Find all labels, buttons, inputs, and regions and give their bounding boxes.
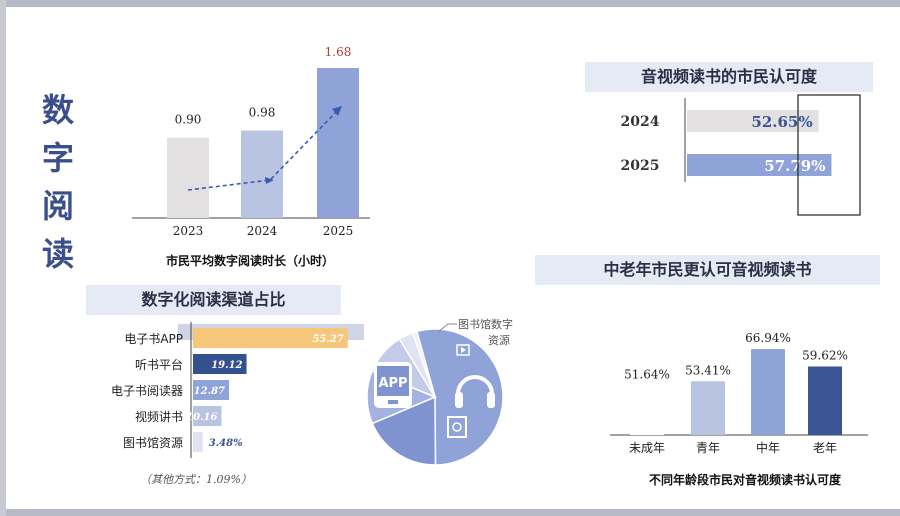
title-char: 阅 [41, 187, 74, 225]
ereader-icon-dot [452, 422, 462, 432]
bar [193, 380, 230, 400]
age-recognition-title: 中老年市民更认可音视频读书 [535, 255, 880, 285]
data-label: 19.12 [211, 360, 242, 371]
app-icon-label: APP [378, 376, 407, 391]
headphones-icon [456, 375, 494, 395]
bar [317, 68, 359, 218]
bar [193, 328, 348, 348]
bar [687, 110, 819, 132]
av-recognition-chart: 2024 52.65% 2025 57.79% [621, 94, 861, 216]
bar [193, 354, 247, 374]
data-label: 10.16 [186, 412, 217, 423]
channels-title: 数字化阅读渠道占比 [86, 285, 341, 315]
tick-label: 电子书阅读器 [111, 384, 183, 398]
tick-label: 2024 [621, 114, 660, 130]
title-char: 读 [41, 235, 74, 273]
tick-label: 老年 [813, 441, 837, 455]
trend-arrowhead [332, 106, 342, 116]
data-label: 55.27 [312, 334, 343, 345]
left-border [0, 0, 6, 516]
bar [751, 349, 785, 435]
bar [808, 366, 842, 435]
other-channels-note: （其他方式：1.09%） [140, 473, 252, 486]
page-title: 数 字 阅 读 [40, 86, 76, 278]
top-border [0, 0, 900, 7]
tick-label: 中年 [756, 440, 780, 455]
tick-label: 未成年 [629, 441, 665, 455]
age-recognition-chart: 51.64% 未成年 53.41% 青年 66.94% 中年 59.62% 老年 [610, 331, 868, 455]
avg-duration-caption: 市民平均数字阅读时长（小时） [165, 254, 334, 268]
data-label: 0.90 [175, 113, 202, 127]
channels-chart: 电子书APP 55.27 听书平台 19.12 电子书阅读器 12.87 视频讲书 10.16… [111, 322, 364, 458]
avg-duration-chart: 0.90 2023 0.98 2024 1.68 2025 [132, 45, 370, 238]
tick-label: 听书平台 [135, 357, 183, 372]
av-recognition-title: 音视频读书的市民认可度 [585, 62, 873, 92]
tick-label: 2024 [247, 224, 278, 238]
data-label: 57.79% [764, 157, 825, 175]
trend-arrowhead [265, 177, 274, 184]
data-label: 3.48% [209, 438, 243, 449]
data-label: 53.41% [685, 363, 731, 377]
data-label: 52.65% [751, 113, 812, 131]
callout-label: 资源 [488, 333, 510, 347]
bar [167, 137, 209, 218]
bar [193, 406, 222, 426]
highlight-box [797, 94, 861, 216]
tick-label: 青年 [696, 441, 720, 455]
data-label: 1.68 [325, 45, 352, 59]
data-label: 66.94% [745, 331, 791, 345]
age-recognition-caption: 不同年龄段市民对音视频读书认可度 [648, 473, 841, 487]
bar [691, 381, 725, 435]
tick-label: 视频讲书 [135, 409, 183, 424]
pie-slice [371, 395, 437, 466]
bar [241, 130, 283, 218]
title-char: 字 [41, 139, 74, 177]
title-char: 数 [41, 91, 74, 129]
data-label: 51.64% [624, 367, 670, 381]
data-label: 0.98 [249, 106, 276, 120]
video-icon-play [461, 347, 466, 353]
pie-slice [411, 330, 436, 398]
app-icon-screen [377, 366, 409, 396]
ereader-icon [447, 416, 467, 438]
data-label: 12.87 [194, 386, 225, 397]
tick-label: 2023 [173, 224, 204, 238]
bar [193, 432, 203, 452]
callout-line [437, 323, 457, 333]
bottom-border [0, 509, 900, 516]
tick-label: 2025 [323, 224, 354, 238]
headphones-icon-left [455, 392, 463, 408]
tick-label: 图书馆资源 [123, 435, 183, 450]
data-label: 59.62% [802, 349, 848, 363]
tick-label: 电子书APP [124, 332, 183, 346]
bar [687, 154, 832, 176]
app-icon-button [388, 400, 398, 404]
video-icon [456, 344, 470, 356]
trend-line [187, 109, 339, 191]
bar [630, 385, 664, 435]
tick-label: 2025 [621, 158, 660, 174]
headphones-icon-right [487, 392, 495, 408]
callout-label: 图书馆数字 [458, 317, 513, 331]
